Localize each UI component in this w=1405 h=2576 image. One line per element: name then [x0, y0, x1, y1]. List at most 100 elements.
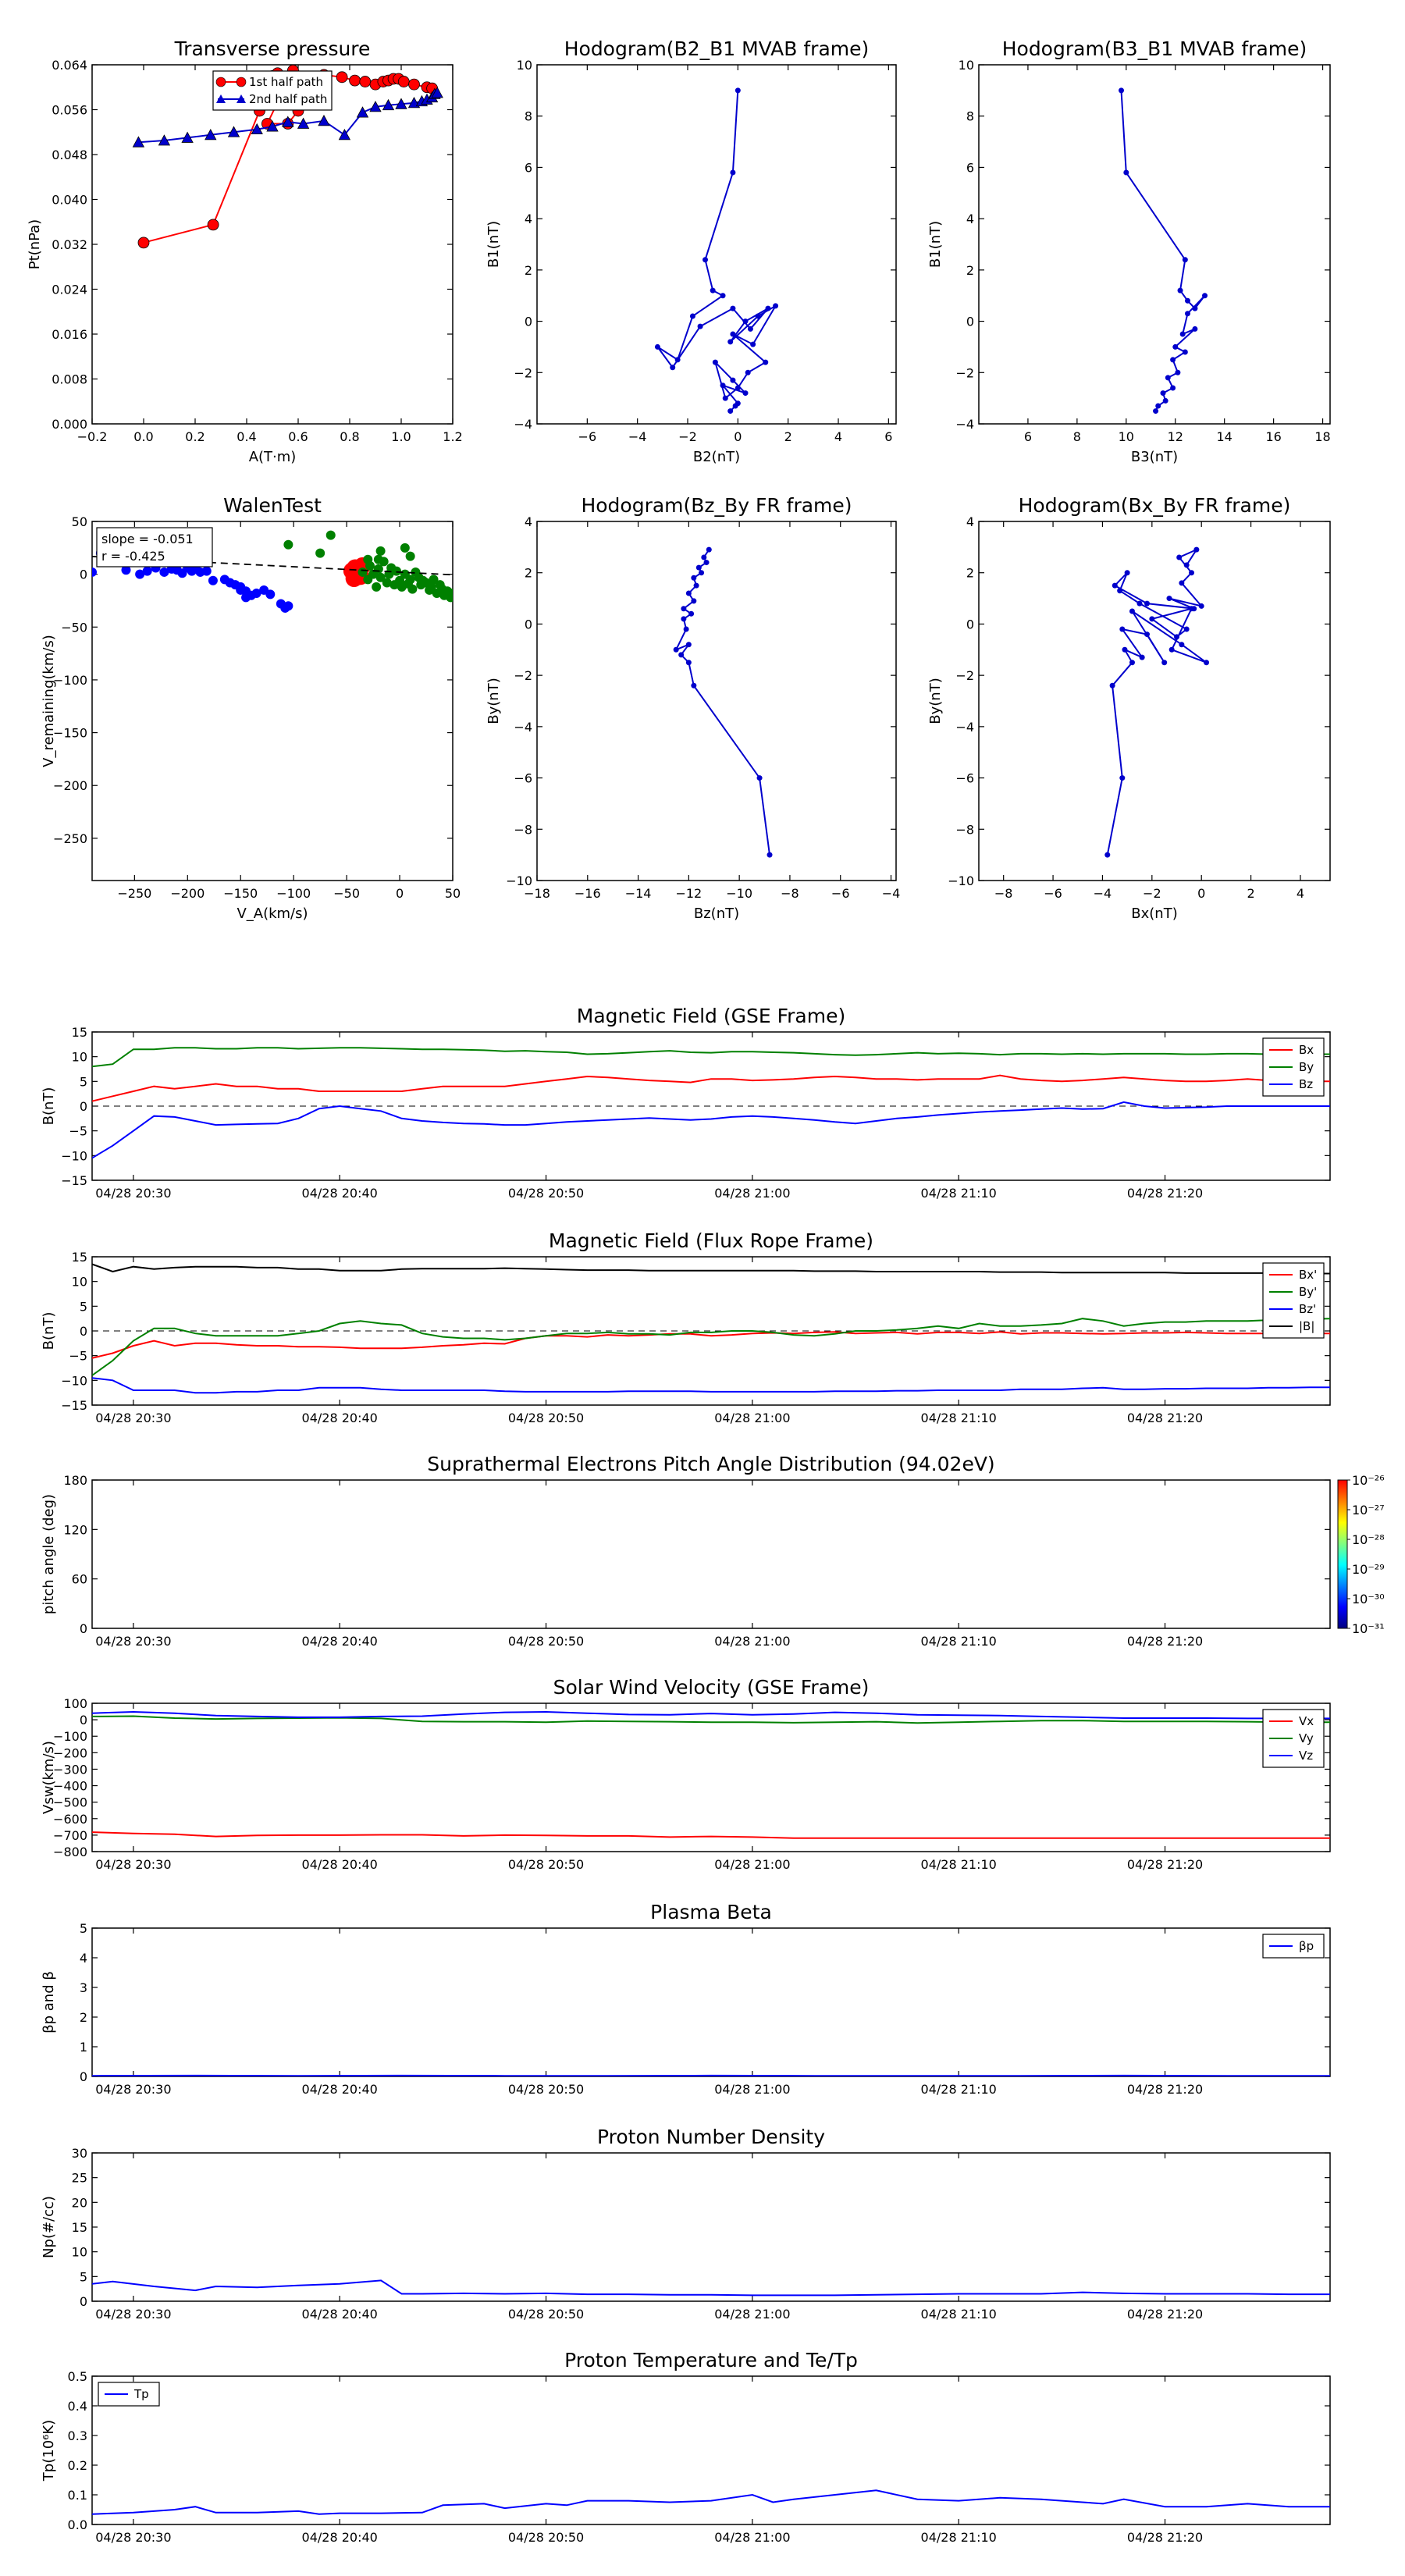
y-axis-label: B(nT)	[41, 1312, 57, 1350]
y-tick-label: −2	[514, 668, 532, 683]
x-tick-label: 04/28 20:40	[302, 2530, 378, 2545]
x-tick-label: −4	[882, 886, 901, 901]
y-tick-label: 25	[72, 2171, 87, 2186]
data-point	[1202, 293, 1208, 299]
y-tick-label: 5	[80, 1299, 87, 1314]
series-group	[92, 1263, 1330, 1394]
data-point	[685, 642, 692, 648]
data-point	[1179, 331, 1186, 337]
y-tick-label: 120	[63, 1522, 87, 1537]
y-tick-label: −8	[514, 822, 532, 837]
data-point	[297, 117, 310, 129]
legend-marker	[236, 76, 247, 87]
data-point	[1144, 600, 1150, 607]
series-line-Vy	[92, 1715, 1330, 1724]
x-tick-label: 04/28 20:40	[302, 1411, 378, 1425]
x-tick-label: 04/28 20:50	[508, 1186, 584, 1201]
data-point	[1153, 408, 1159, 415]
data-point	[283, 539, 293, 550]
y-tick-label: −200	[53, 1745, 87, 1760]
data-point	[1119, 626, 1126, 632]
y-tick-label: 50	[72, 514, 87, 529]
data-point	[730, 331, 736, 337]
x-tick-label: 04/28 20:50	[508, 2307, 584, 2322]
y-tick-label: −100	[53, 673, 87, 688]
plot-frame	[536, 521, 897, 881]
y-tick-label: −15	[61, 1398, 87, 1413]
y-tick-label: 2	[525, 263, 532, 278]
y-tick-label: 4	[525, 212, 532, 226]
data-point	[92, 567, 97, 577]
series-line-Bz	[92, 1101, 1330, 1159]
data-point	[1119, 775, 1126, 781]
y-tick-label: −10	[948, 873, 974, 888]
chart-title: Proton Temperature and Te/Tp	[564, 2349, 858, 2371]
data-point	[397, 76, 410, 87]
y-tick-label: 15	[72, 1250, 87, 1265]
legend-label: Bz'	[1299, 1302, 1316, 1316]
data-point	[431, 87, 443, 98]
chart-hodo2: Hodogram(B3_B1 MVAB frame) −4 −2 0 2 4 6 8 10 6 8 1…	[927, 37, 1331, 465]
x-tick-label: −50	[333, 886, 360, 901]
y-tick-label: 10	[517, 58, 532, 73]
y-tick-label: −4	[955, 720, 974, 735]
data-point	[1174, 634, 1180, 640]
data-point	[710, 287, 716, 294]
y-tick-label: 0	[80, 568, 87, 582]
data-point	[1162, 397, 1168, 404]
y-tick-label: −5	[69, 1349, 87, 1364]
data-point	[712, 359, 718, 365]
legend-label: |B|	[1299, 1319, 1314, 1333]
x-tick-label: 04/28 20:40	[302, 1857, 378, 1872]
data-point	[706, 546, 712, 553]
y-tick-label: 0.000	[52, 417, 87, 432]
y-tick-label: −600	[53, 1812, 87, 1827]
y-tick-label: 4	[525, 514, 532, 529]
data-point	[701, 554, 707, 560]
y-tick-label: 0.1	[68, 2488, 87, 2503]
y-tick-label: 5	[80, 2269, 87, 2284]
data-point	[730, 305, 736, 311]
x-tick-label: 50	[445, 886, 461, 901]
annotation-text: r = -0.425	[101, 549, 165, 564]
legend-label: 1st half path	[249, 75, 323, 89]
y-tick-label: 4	[80, 1951, 87, 1966]
y-tick-label: 0.040	[52, 193, 87, 208]
data-point	[142, 566, 152, 576]
x-tick-label: 2	[1247, 886, 1254, 901]
x-tick-label: 4	[834, 429, 842, 444]
legend-label: Tp	[133, 2387, 149, 2401]
x-tick-label: 2	[784, 429, 792, 444]
y-tick-label: 6	[525, 160, 532, 175]
series-group	[92, 2489, 1330, 2515]
data-point	[654, 343, 660, 350]
data-point	[338, 129, 351, 141]
x-tick-label: −18	[524, 886, 550, 901]
data-point	[773, 303, 779, 309]
data-point	[720, 382, 726, 389]
y-tick-label: 15	[72, 2220, 87, 2235]
chart-np: Proton Number Density 0 5 10 15 20 25 30 04/28 2…	[41, 2126, 1331, 2322]
series-line-Bx	[92, 1074, 1330, 1102]
chart-title: WalenTest	[223, 494, 322, 517]
x-tick-label: 04/28 20:50	[508, 1411, 584, 1425]
y-tick-label: 0	[80, 1324, 87, 1339]
y-tick-label: 5	[80, 1074, 87, 1089]
y-tick-label: 0.032	[52, 237, 87, 252]
data-point	[699, 570, 705, 576]
y-tick-label: 0.048	[52, 148, 87, 162]
data-point	[681, 606, 687, 612]
y-tick-label: 0	[966, 315, 974, 329]
chart-bgse: Magnetic Field (GSE Frame) −15 −10 −5 0 5 10 15…	[41, 1005, 1331, 1201]
data-point	[1198, 603, 1204, 609]
data-point	[1155, 403, 1161, 409]
series-line-0	[92, 2279, 1330, 2297]
plot-frame	[91, 1927, 1331, 2077]
x-tick-label: −8	[781, 886, 799, 901]
data-point	[693, 582, 699, 589]
x-tick-label: 0.2	[185, 429, 205, 444]
y-tick-label: 0.0	[68, 2517, 87, 2532]
y-tick-label: 1	[80, 2040, 87, 2055]
data-point	[372, 582, 382, 592]
data-point	[1122, 646, 1128, 653]
